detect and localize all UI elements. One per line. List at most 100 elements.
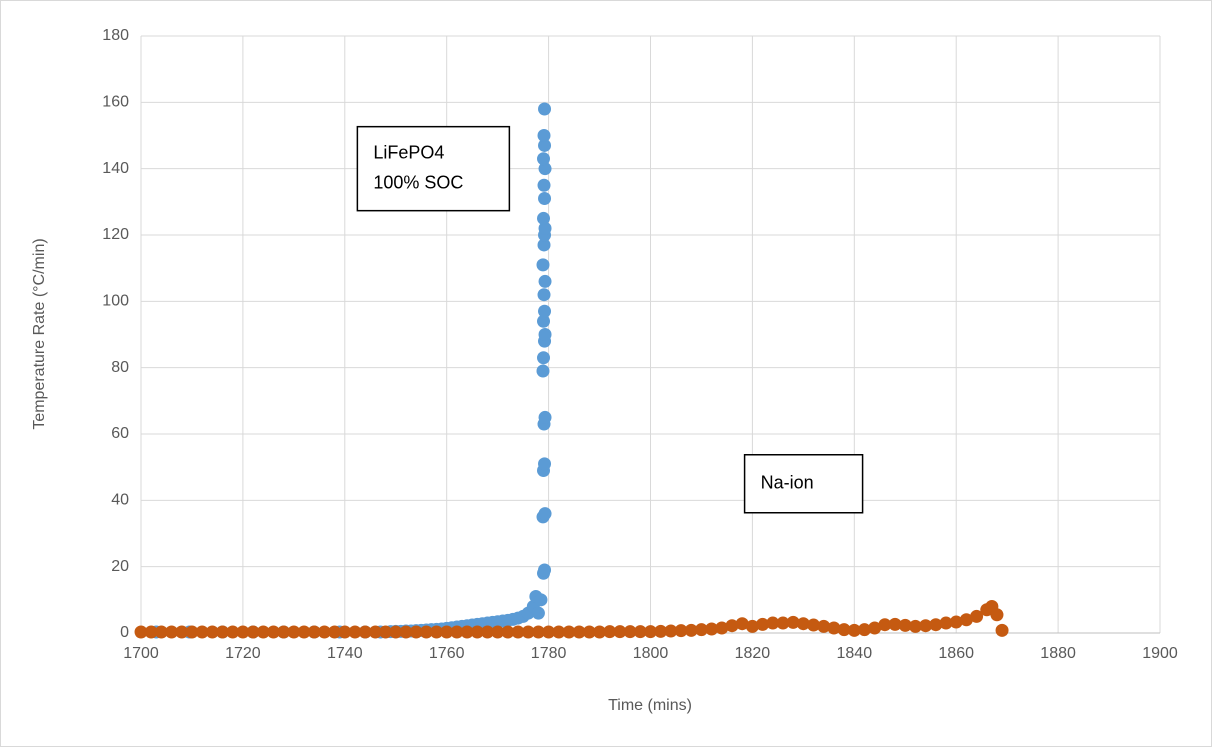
point <box>538 410 552 424</box>
point <box>491 625 505 639</box>
point <box>480 625 494 639</box>
annotation: Na-ion <box>761 473 814 493</box>
point <box>537 211 551 225</box>
point <box>419 625 433 639</box>
point <box>796 617 810 631</box>
point <box>195 625 209 639</box>
point <box>593 625 607 639</box>
point <box>450 625 464 639</box>
point <box>511 625 525 639</box>
point <box>531 606 545 620</box>
point <box>919 619 933 633</box>
point <box>970 609 984 623</box>
point <box>837 623 851 637</box>
point <box>582 625 596 639</box>
y-tick-label: 160 <box>102 94 129 111</box>
annotation-box <box>743 454 864 514</box>
point <box>538 304 552 318</box>
x-tick-label: 1860 <box>938 645 974 662</box>
x-tick-label: 1740 <box>327 645 363 662</box>
point <box>766 616 780 630</box>
annotation-box <box>356 125 511 212</box>
point <box>537 351 551 365</box>
point <box>521 625 535 639</box>
annotation: LiFePO4 <box>373 142 444 162</box>
point <box>959 613 973 627</box>
y-tick-label: 20 <box>111 558 129 575</box>
point <box>603 625 617 639</box>
point <box>348 625 362 639</box>
x-tick-label: 1700 <box>123 645 159 662</box>
x-tick-label: 1820 <box>735 645 771 662</box>
point <box>888 617 902 631</box>
y-tick-label: 0 <box>120 624 129 641</box>
point <box>537 288 551 302</box>
point <box>144 625 158 639</box>
point <box>537 178 551 192</box>
y-tick-label: 120 <box>102 226 129 243</box>
point <box>226 625 240 639</box>
point <box>338 625 352 639</box>
x-tick-label: 1840 <box>837 645 873 662</box>
point <box>538 221 552 235</box>
point <box>536 364 550 378</box>
point <box>317 625 331 639</box>
point <box>246 625 260 639</box>
point <box>939 616 953 630</box>
point <box>430 625 444 639</box>
point <box>538 563 552 577</box>
point <box>715 621 729 635</box>
annotation: 100% SOC <box>373 172 463 192</box>
point <box>460 625 474 639</box>
point <box>538 457 552 471</box>
point <box>684 623 698 637</box>
point <box>623 625 637 639</box>
point <box>694 623 708 637</box>
point <box>725 619 739 633</box>
point <box>562 625 576 639</box>
point <box>538 507 552 521</box>
point <box>368 625 382 639</box>
y-axis-title: Temperature Rate (°C/min) <box>31 238 48 429</box>
point <box>847 623 861 637</box>
point <box>277 625 291 639</box>
point <box>949 615 963 629</box>
x-tick-label: 1720 <box>225 645 261 662</box>
point <box>236 625 250 639</box>
x-tick-label: 1880 <box>1040 645 1076 662</box>
y-tick-label: 180 <box>102 27 129 44</box>
point <box>538 274 552 288</box>
point <box>399 625 413 639</box>
point <box>613 625 627 639</box>
point <box>536 258 550 272</box>
point <box>990 608 1004 622</box>
point <box>216 625 230 639</box>
point <box>537 238 551 252</box>
point <box>878 618 892 632</box>
point <box>256 625 270 639</box>
point <box>995 623 1009 637</box>
x-tick-label: 1760 <box>429 645 465 662</box>
point <box>654 624 668 638</box>
point <box>389 625 403 639</box>
point <box>868 621 882 635</box>
point <box>307 625 321 639</box>
point <box>674 624 688 638</box>
point <box>542 625 556 639</box>
x-tick-label: 1900 <box>1142 645 1178 662</box>
x-tick-label: 1800 <box>633 645 669 662</box>
point <box>328 625 342 639</box>
point <box>857 623 871 637</box>
y-tick-label: 80 <box>111 359 129 376</box>
point <box>552 625 566 639</box>
point <box>705 622 719 636</box>
x-axis-title: Time (mins) <box>608 697 692 714</box>
x-tick-label: 1780 <box>531 645 567 662</box>
point <box>538 328 552 341</box>
y-tick-label: 60 <box>111 425 129 442</box>
point <box>358 625 372 639</box>
point <box>501 625 515 639</box>
point <box>531 625 545 639</box>
